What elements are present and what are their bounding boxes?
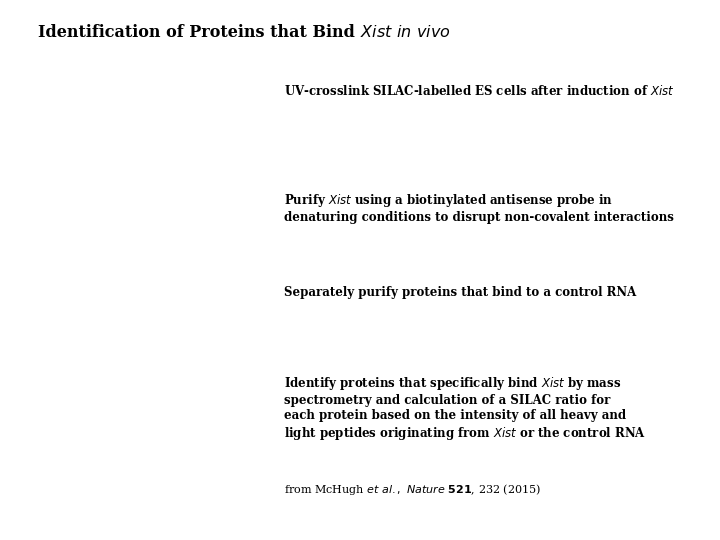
Text: Purify $\it{Xist}$ using a biotinylated antisense probe in
denaturing conditions: Purify $\it{Xist}$ using a biotinylated … [284,192,674,224]
Text: $\it{Xist}$ $\it{in}$ $\it{vivo}$: $\it{Xist}$ $\it{in}$ $\it{vivo}$ [360,24,451,41]
Text: from McHugh $\it{et\ al.,}$ $\it{Nature}$ $\bf{521}$, 232 (2015): from McHugh $\it{et\ al.,}$ $\it{Nature}… [284,482,541,497]
Text: Identify proteins that specifically bind $\it{Xist}$ by mass
spectrometry and ca: Identify proteins that specifically bind… [284,375,647,442]
Text: UV-crosslink SILAC-labelled ES cells after induction of $\it{Xist}$: UV-crosslink SILAC-labelled ES cells aft… [284,84,675,98]
Text: Separately purify proteins that bind to a control RNA: Separately purify proteins that bind to … [284,286,636,299]
Text: Identification of Proteins that Bind: Identification of Proteins that Bind [37,24,360,41]
